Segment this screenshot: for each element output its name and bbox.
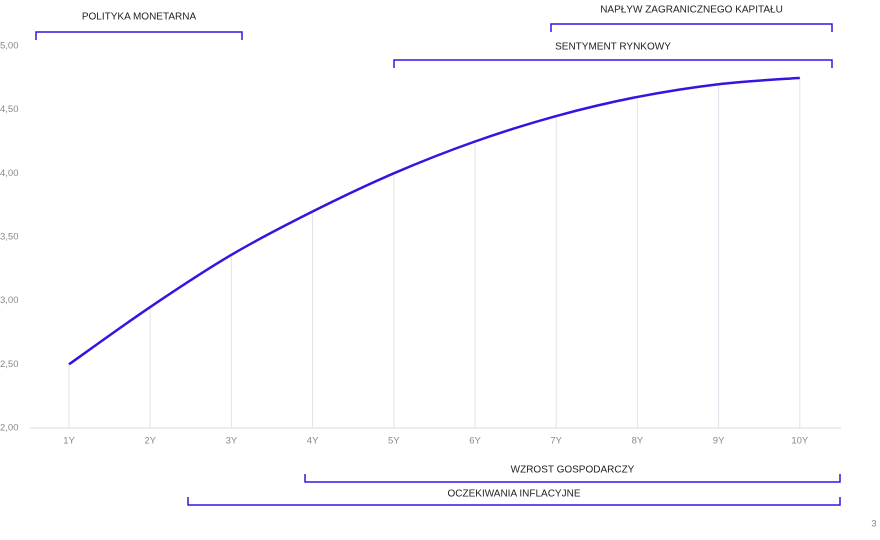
y-tick-label: 3,50	[0, 232, 19, 243]
x-tick-label: 6Y	[469, 436, 481, 447]
bracket	[35, 31, 243, 40]
y-tick-label: 4,00	[0, 168, 19, 179]
bracket	[187, 497, 841, 506]
annotation: OCZEKIWANIA INFLACYJNE	[448, 489, 581, 500]
x-tick-label: 10Y	[791, 436, 809, 447]
x-tick-label: 1Y	[63, 436, 75, 447]
page-number: 3	[871, 519, 876, 530]
y-tick-label: 5,00	[0, 41, 19, 52]
x-tick-label: 8Y	[632, 436, 644, 447]
y-tick-label: 2,50	[0, 359, 19, 370]
x-tick-label: 2Y	[144, 436, 156, 447]
x-tick-label: 3Y	[226, 436, 238, 447]
x-tick-label: 9Y	[713, 436, 725, 447]
annotation: POLITYKA MONETARNA	[82, 12, 197, 23]
x-tick-label: 7Y	[550, 436, 562, 447]
x-tick-label: 5Y	[388, 436, 400, 447]
annotation: NAPŁYW ZAGRANICZNEGO KAPITAŁU	[600, 5, 783, 16]
y-tick-label: 4,50	[0, 104, 19, 115]
annotation: SENTYMENT RYNKOWY	[555, 42, 671, 53]
bracket	[304, 474, 841, 483]
x-tick-label: 4Y	[307, 436, 319, 447]
y-tick-label: 2,00	[0, 423, 19, 434]
bracket	[550, 23, 833, 32]
annotation: WZROST GOSPODARCZY	[511, 465, 635, 476]
bracket	[393, 59, 833, 68]
y-tick-label: 3,00	[0, 295, 19, 306]
yield-curve	[68, 76, 800, 366]
